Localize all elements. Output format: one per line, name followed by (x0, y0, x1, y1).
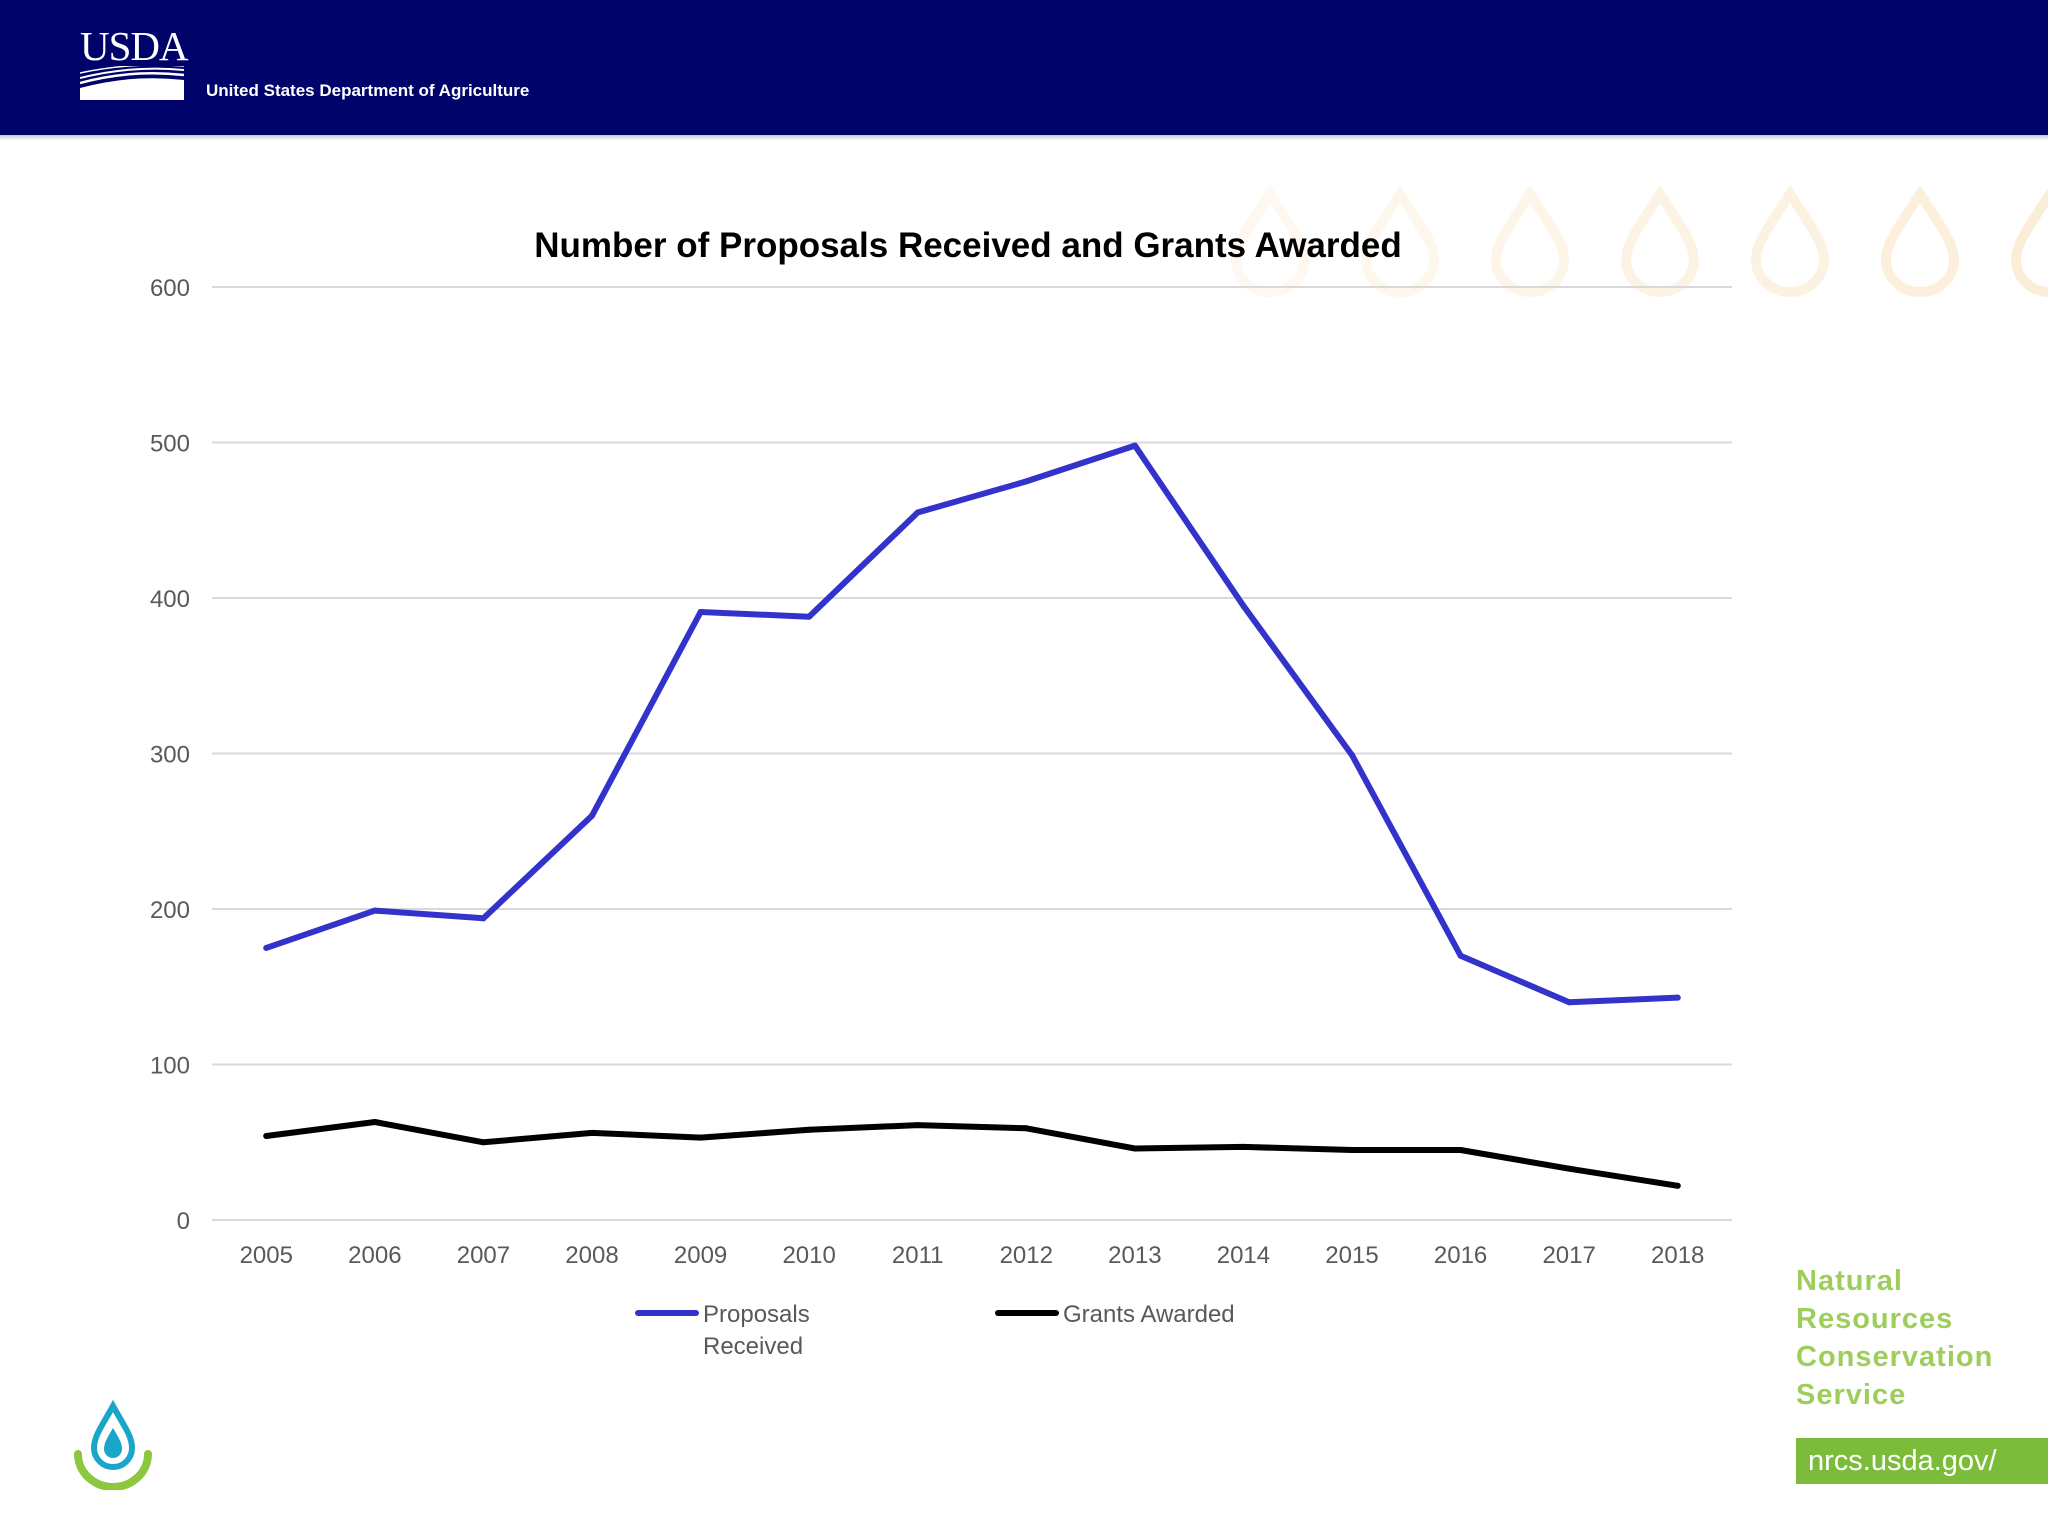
data-point-grants-awarded (1240, 1143, 1247, 1150)
data-point-grants-awarded (914, 1122, 921, 1129)
agency-name-line: Resources (1796, 1303, 1954, 1335)
data-point-grants-awarded (589, 1129, 595, 1136)
data-point-grants-awarded (1674, 1182, 1681, 1189)
watermark-drop-icon (2010, 187, 2048, 297)
data-point-grants-awarded (806, 1126, 813, 1133)
y-tick-label: 400 (150, 586, 190, 613)
nrcs-drop-logo-icon (74, 1400, 152, 1490)
legend-label-grants-awarded: Grants Awarded (1063, 1301, 1235, 1328)
chart-title: Number of Proposals Received and Grants … (534, 226, 1401, 265)
x-tick-label: 2017 (1542, 1242, 1595, 1269)
y-tick-label: 500 (150, 431, 190, 458)
x-tick-label: 2013 (1108, 1242, 1161, 1269)
data-point-proposals-received (1457, 952, 1464, 959)
series-lines (263, 442, 1681, 1189)
data-point-proposals-received (480, 915, 487, 922)
gridlines (212, 286, 1732, 1221)
watermark-drop-icon (1620, 186, 1700, 297)
x-tick-label: 2005 (240, 1242, 293, 1269)
legend-label-proposals-received: Proposals (703, 1301, 810, 1328)
x-tick-label: 2008 (565, 1242, 618, 1269)
y-tick-label: 100 (150, 1053, 190, 1080)
data-point-proposals-received (263, 944, 270, 951)
watermark-drop-icon (1750, 186, 1830, 297)
x-axis-ticks: 2005 2006 2007 2008 2009 2010 2011 2012 2013 2014… (240, 1242, 1705, 1269)
data-point-proposals-received (697, 608, 704, 615)
watermark-drop-icon (1490, 186, 1570, 297)
x-tick-label: 2010 (782, 1242, 835, 1269)
y-tick-label: 600 (150, 275, 190, 302)
watermark-drop-icon (1230, 186, 1310, 297)
x-tick-label: 2007 (457, 1242, 510, 1269)
data-point-grants-awarded (1457, 1147, 1464, 1154)
data-point-grants-awarded (263, 1133, 270, 1140)
x-tick-label: 2012 (1000, 1242, 1053, 1269)
x-tick-label: 2014 (1217, 1242, 1270, 1269)
agency-name-line: Natural (1796, 1265, 1903, 1297)
x-tick-label: 2009 (674, 1242, 727, 1269)
data-point-proposals-received (1566, 999, 1573, 1006)
data-point-proposals-received (1131, 442, 1138, 449)
y-tick-label: 0 (177, 1208, 190, 1235)
series-line-grants-awarded (263, 1119, 1681, 1189)
series-line-proposals-received (263, 442, 1681, 1006)
header-banner: USDA United States Department of Agricul… (0, 0, 2048, 135)
usda-swoosh-icon (80, 66, 184, 100)
agency-name-line: Service (1796, 1379, 1907, 1411)
data-point-grants-awarded (1023, 1125, 1030, 1132)
data-point-proposals-received (914, 509, 921, 516)
data-point-proposals-received (1674, 994, 1681, 1001)
department-name: United States Department of Agriculture (206, 81, 530, 100)
y-axis-ticks: 0 100 200 300 400 500 600 (150, 275, 190, 1235)
y-tick-label: 300 (150, 742, 190, 769)
nrcs-url-link[interactable]: nrcs.usda.gov/ (1796, 1438, 2048, 1484)
data-point-proposals-received (1240, 602, 1247, 609)
watermark-drop-icon (1880, 186, 1960, 297)
watermark-drop-icon (1360, 186, 1440, 297)
data-point-grants-awarded (697, 1134, 704, 1141)
data-point-grants-awarded (480, 1139, 487, 1146)
x-tick-label: 2011 (892, 1242, 944, 1269)
data-point-proposals-received (371, 907, 378, 914)
usda-logo-text: USDA (80, 23, 189, 69)
x-tick-label: 2016 (1434, 1242, 1487, 1269)
data-point-proposals-received (589, 812, 595, 819)
usda-logo[interactable]: USDA (80, 23, 189, 100)
data-point-proposals-received (806, 613, 813, 620)
x-tick-label: 2015 (1325, 1242, 1378, 1269)
data-point-proposals-received (1349, 752, 1355, 759)
data-point-grants-awarded (1566, 1165, 1573, 1172)
agency-name-line: Conservation (1796, 1341, 1994, 1373)
data-point-grants-awarded (1349, 1147, 1355, 1154)
agency-name: Natural Resources Conservation Service (1796, 1262, 1993, 1414)
data-point-grants-awarded (1131, 1145, 1138, 1152)
watermark-drops (1230, 186, 2048, 297)
legend: Proposals Received Grants Awarded (635, 1301, 1235, 1360)
x-tick-label: 2006 (348, 1242, 401, 1269)
x-tick-label: 2018 (1651, 1242, 1704, 1269)
data-point-grants-awarded (371, 1119, 378, 1126)
legend-label-proposals-received: Received (703, 1333, 803, 1360)
y-tick-label: 200 (150, 897, 190, 924)
data-point-proposals-received (1023, 478, 1030, 485)
banner-shadow (0, 135, 2048, 141)
